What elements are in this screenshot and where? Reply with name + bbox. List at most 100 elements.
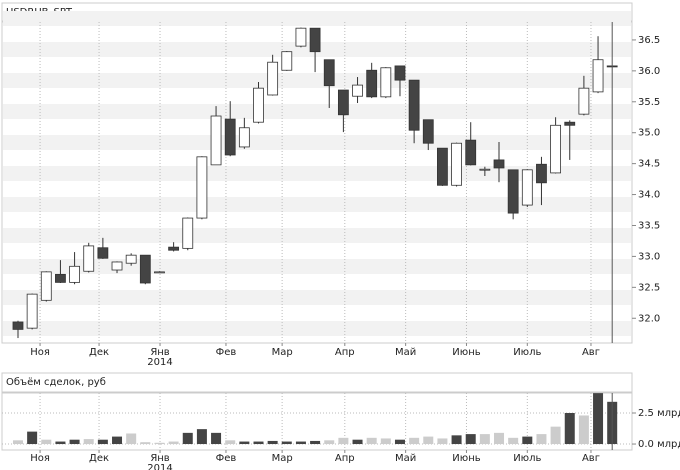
chart-title: Объём сделок, руб (6, 377, 106, 388)
bar (225, 440, 236, 445)
candle-body (238, 127, 250, 148)
y-tick-label: 35.5 (638, 97, 660, 108)
bar (593, 393, 604, 445)
candle-body (281, 51, 293, 71)
candle-body (139, 254, 151, 284)
stripe (3, 228, 631, 243)
stripe (3, 290, 631, 305)
candle-body (323, 59, 335, 87)
y-tick-label: 32.0 (638, 313, 660, 324)
candle-body (154, 271, 165, 274)
bar (564, 412, 575, 445)
candle-body (267, 61, 279, 96)
bar (126, 433, 137, 445)
bar (196, 429, 207, 445)
candle-body (536, 163, 547, 184)
x-tick-label: Апр (334, 347, 355, 358)
x-tick-label: Мар (271, 347, 293, 358)
candle-body (210, 115, 222, 166)
bar (465, 434, 476, 445)
y-tick-label: 2.5 млрд (638, 408, 680, 419)
y-tick-label: 34.0 (638, 190, 660, 201)
x-tick-label: Июнь (452, 347, 481, 358)
candle-body (479, 168, 491, 171)
bar (423, 436, 434, 445)
candle-body (125, 254, 137, 264)
stripe (3, 11, 631, 26)
x-tick-label: Июль (513, 347, 542, 358)
candle-body (253, 87, 264, 123)
bar (140, 442, 151, 445)
x-tick-label: Авг (581, 347, 600, 358)
x-tick-label: Апр (334, 453, 355, 464)
title-box (1, 372, 633, 393)
bar (352, 439, 363, 445)
candle-body (521, 169, 533, 206)
x-tick-label: Дек (89, 347, 110, 358)
candle-body (564, 121, 576, 126)
bar (55, 441, 66, 445)
bar (41, 439, 52, 445)
bar (253, 441, 264, 445)
stripe (3, 135, 631, 150)
x-tick-label: Дек (89, 453, 110, 464)
candle-body (592, 59, 604, 93)
x-tick-label: Май (394, 347, 417, 358)
x-tick-label: Май (394, 453, 417, 464)
candle-body (224, 118, 236, 156)
candle-body (168, 246, 180, 251)
candle-body (55, 273, 66, 283)
y-tick-label: 36.5 (638, 35, 660, 46)
x-tick-label: Мар (271, 453, 293, 464)
candle-body (97, 247, 109, 259)
candle-body (437, 147, 448, 186)
bar (479, 434, 490, 445)
bar (338, 437, 349, 445)
candle-body (578, 87, 590, 115)
candle-body (111, 261, 123, 271)
candle-body (465, 139, 477, 166)
y-tick-label: 0.0 млрд (638, 439, 680, 450)
candle-body (380, 67, 392, 98)
bar (437, 438, 448, 445)
candle-body (422, 119, 434, 144)
candle-body (26, 293, 38, 329)
bar (451, 435, 462, 445)
y-tick-label: 34.5 (638, 159, 660, 170)
candle-body (309, 27, 321, 53)
bar (154, 442, 165, 445)
candle-body (40, 271, 52, 301)
bar (239, 441, 250, 445)
bar (380, 438, 391, 445)
bar (83, 439, 94, 445)
stripe (3, 104, 631, 119)
candle-body (451, 142, 462, 186)
bar (578, 415, 589, 445)
candle-body (69, 265, 80, 283)
bar (27, 431, 38, 445)
bar (366, 437, 377, 445)
y-tick-label: 35.0 (638, 128, 660, 139)
candle-body (182, 217, 194, 249)
bar (394, 439, 405, 445)
bar (267, 440, 278, 445)
bar (97, 439, 108, 445)
bar (112, 436, 123, 445)
stripe (3, 259, 631, 274)
bar (324, 440, 335, 445)
bar (536, 434, 547, 445)
bar (508, 437, 519, 445)
candle-body (352, 84, 363, 97)
candle-body (337, 89, 349, 116)
x-tick-label: Авг (581, 453, 600, 464)
x-tick-label: Ноя (30, 453, 50, 464)
candle-body (550, 124, 562, 174)
bar (168, 441, 179, 445)
bar (550, 426, 561, 445)
x-tick-label: Июль (513, 453, 542, 464)
bar (310, 440, 321, 445)
x-tick-label: Янв 2014 (147, 453, 173, 470)
y-tick-label: 33.0 (638, 251, 660, 262)
